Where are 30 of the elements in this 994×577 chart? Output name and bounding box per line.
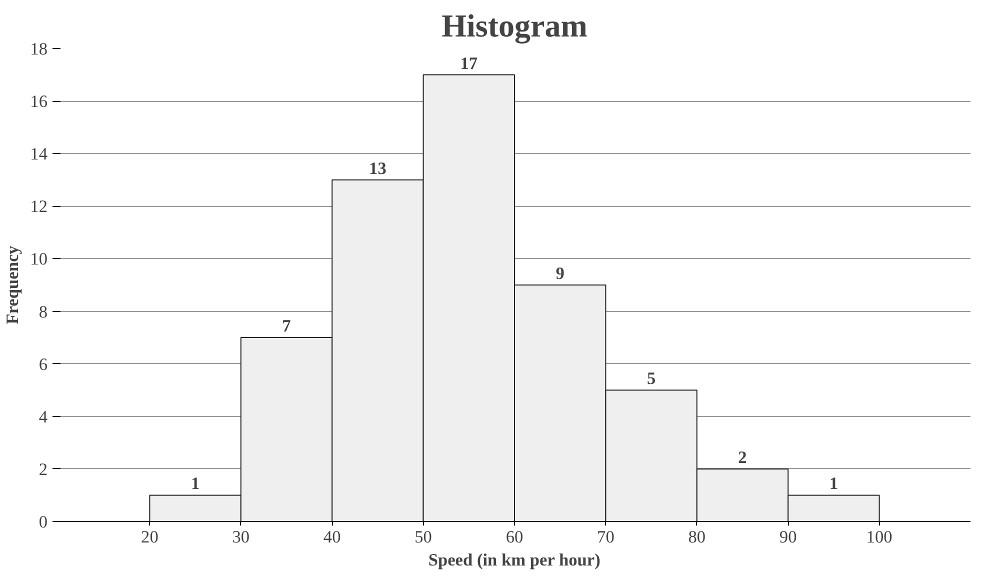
- x-tick-label: 40: [323, 528, 341, 546]
- x-tick-label: 60: [506, 528, 524, 546]
- data-label: 7: [282, 316, 292, 336]
- x-tick-label: 70: [597, 528, 614, 546]
- x-axis-title: Speed (in km per hour): [428, 550, 601, 570]
- data-label: 1: [829, 474, 838, 494]
- y-axis-title: Frequency: [3, 245, 22, 324]
- data-label: 13: [369, 158, 387, 178]
- x-tick-label: 100: [866, 528, 892, 546]
- y-tick-label: 14: [30, 144, 48, 164]
- x-tick-label: 30: [232, 528, 250, 546]
- y-tick-label: 8: [38, 302, 48, 322]
- x-tick-label: 50: [414, 528, 432, 546]
- y-tick-label: 0: [38, 512, 48, 532]
- data-label: 17: [460, 54, 478, 73]
- data-label: 9: [556, 264, 565, 283]
- x-tick-label: 90: [779, 528, 797, 546]
- y-tick-label: 10: [30, 250, 48, 269]
- data-label: 1: [190, 474, 200, 494]
- y-tick-label: 2: [38, 460, 48, 479]
- chart-title: Histogram: [442, 8, 588, 44]
- y-tick-label: 18: [30, 40, 48, 58]
- data-label: 5: [646, 369, 656, 388]
- y-tick-label: 4: [38, 407, 48, 426]
- y-tick-label: 6: [38, 354, 48, 374]
- y-tick-label: 16: [30, 92, 48, 112]
- x-tick-label: 80: [688, 528, 706, 546]
- y-tick-label: 12: [30, 197, 48, 216]
- x-tick-label: 20: [141, 528, 158, 546]
- data-label: 2: [738, 448, 747, 467]
